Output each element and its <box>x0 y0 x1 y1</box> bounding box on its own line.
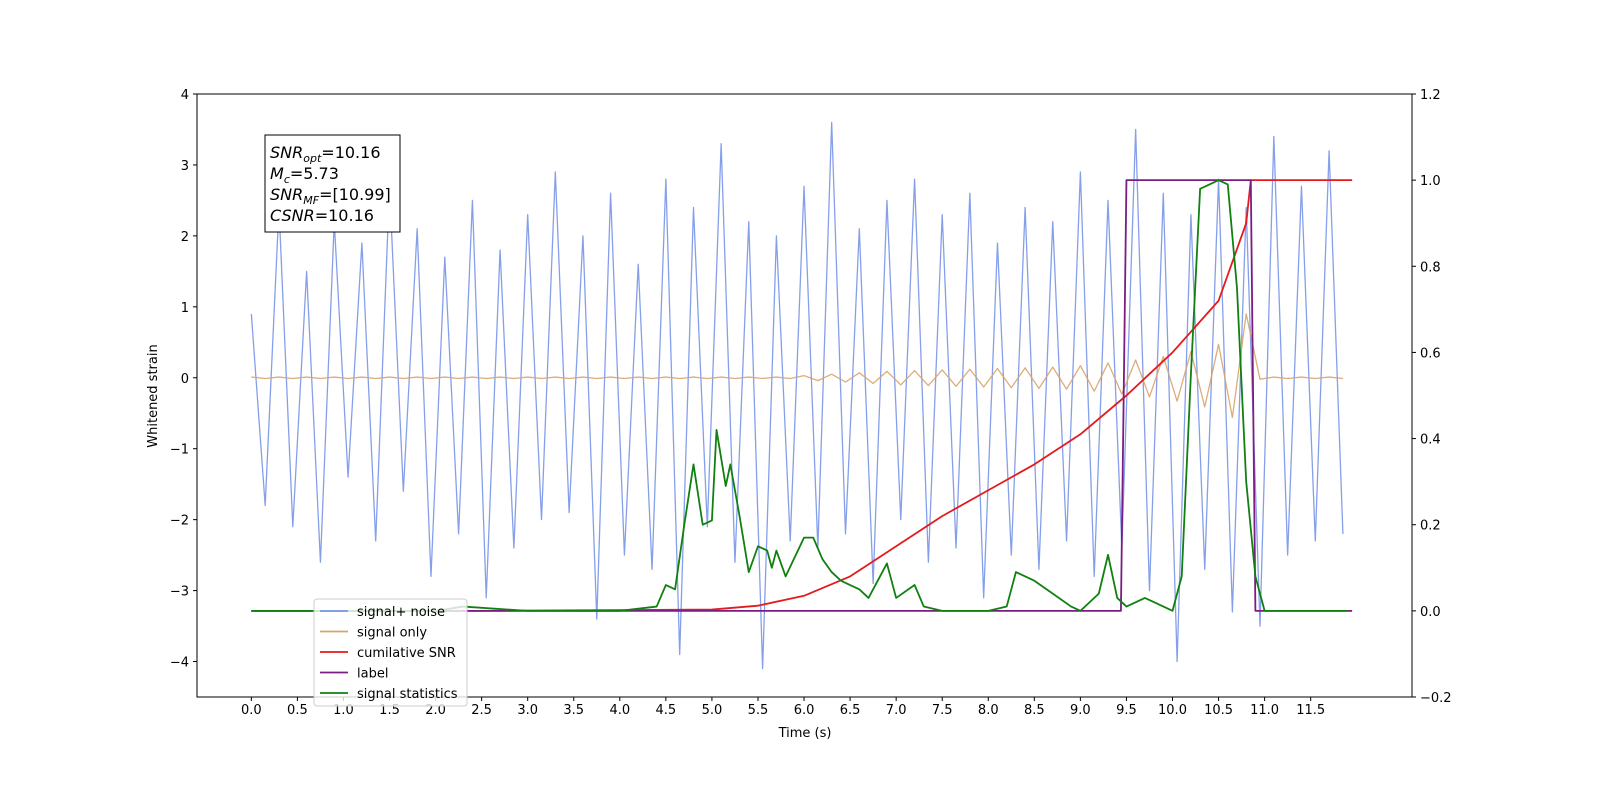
x-tick-label: 3.5 <box>563 703 584 718</box>
legend-frame <box>313 598 468 707</box>
annotation-line: Mc=5.73 <box>270 164 339 186</box>
x-tick-label: 3.0 <box>517 703 538 718</box>
x-tick-label: 8.0 <box>978 703 999 718</box>
y2-tick-label: 1.2 <box>1420 88 1441 103</box>
annotation-value: =10.16 <box>321 143 380 162</box>
legend: signal+ noise signal only cumilative SNR la… <box>313 598 468 707</box>
x-tick-label: 8.5 <box>1024 703 1045 718</box>
series-line <box>251 179 1353 612</box>
y2-tick-label: −0.2 <box>1420 691 1452 706</box>
legend-label: signal+ noise <box>357 605 445 620</box>
annotation-subscript: opt <box>303 152 322 165</box>
x-tick-label: 0.5 <box>287 703 308 718</box>
y2-tick-label: 0.8 <box>1420 260 1441 275</box>
annotation-line: SNRMF=[10.99] <box>270 185 391 207</box>
y-tick-label: 1 <box>181 301 189 316</box>
x-tick-label: 5.5 <box>748 703 769 718</box>
x-tick-label: 9.5 <box>1116 703 1137 718</box>
x-tick-label: 10.0 <box>1158 703 1187 718</box>
x-tick-label: 5.0 <box>702 703 723 718</box>
annotation-box: SNRopt=10.16Mc=5.73SNRMF=[10.99]CSNR=10.… <box>264 134 401 233</box>
y-axis-label: Whitened strain <box>146 344 161 447</box>
y2-tick-label: 0.2 <box>1420 519 1441 534</box>
y2-tick-label: 0.0 <box>1420 605 1441 620</box>
annotation-subscript: c <box>284 173 290 186</box>
x-tick-label: 1.0 <box>333 703 354 718</box>
x-axis-label: Time (s) <box>778 726 832 741</box>
annotation-subscript: MF <box>303 194 319 207</box>
y-tick-label: 3 <box>181 159 189 174</box>
annotation-symbol: CSNR <box>270 206 315 225</box>
x-tick-label: 4.0 <box>609 703 630 718</box>
x-tick-label: 0.0 <box>241 703 262 718</box>
legend-label: signal statistics <box>357 687 458 702</box>
annotation-value: =[10.99] <box>319 185 391 204</box>
series-line <box>250 121 1344 670</box>
y2-tick-label: 0.4 <box>1420 433 1441 448</box>
plot-lines <box>250 121 1353 670</box>
y2-tick-label: 0.6 <box>1420 346 1441 361</box>
x-tick-label: 4.5 <box>656 703 677 718</box>
annotation-value: =10.16 <box>315 206 374 225</box>
y-tick-label: −4 <box>170 656 189 671</box>
x-tick-label: 2.5 <box>471 703 492 718</box>
y2-tick-label: 1.0 <box>1420 174 1441 189</box>
x-tick-label: 7.5 <box>932 703 953 718</box>
annotation-frame <box>264 134 401 233</box>
annotation-symbol: SNR <box>270 143 303 162</box>
y-tick-label: −1 <box>170 443 189 458</box>
annotation-symbol: SNR <box>270 185 303 204</box>
y-tick-label: 2 <box>181 230 189 245</box>
series-line <box>251 179 1348 612</box>
x-tick-label: 9.0 <box>1070 703 1091 718</box>
x-tick-label: 6.0 <box>794 703 815 718</box>
x-tick-label: 2.0 <box>425 703 446 718</box>
x-tick-label: 7.0 <box>886 703 907 718</box>
y-tick-label: −3 <box>170 585 189 600</box>
legend-label: label <box>357 667 388 682</box>
x-tick-label: 10.5 <box>1204 703 1233 718</box>
x-tick-label: 6.5 <box>840 703 861 718</box>
annotation-symbol: M <box>270 164 284 183</box>
legend-label: signal only <box>357 626 427 641</box>
legend-label: cumilative SNR <box>357 646 456 661</box>
x-tick-label: 1.5 <box>379 703 400 718</box>
x-tick-label: 11.5 <box>1296 703 1325 718</box>
y-tick-label: −2 <box>170 514 189 529</box>
x-tick-label: 11.0 <box>1250 703 1279 718</box>
y-tick-label: 0 <box>181 372 189 387</box>
annotation-value: =5.73 <box>290 164 339 183</box>
annotation-line: SNRopt=10.16 <box>270 143 381 165</box>
y-tick-label: 4 <box>181 88 189 103</box>
annotation-line: CSNR=10.16 <box>270 206 374 225</box>
